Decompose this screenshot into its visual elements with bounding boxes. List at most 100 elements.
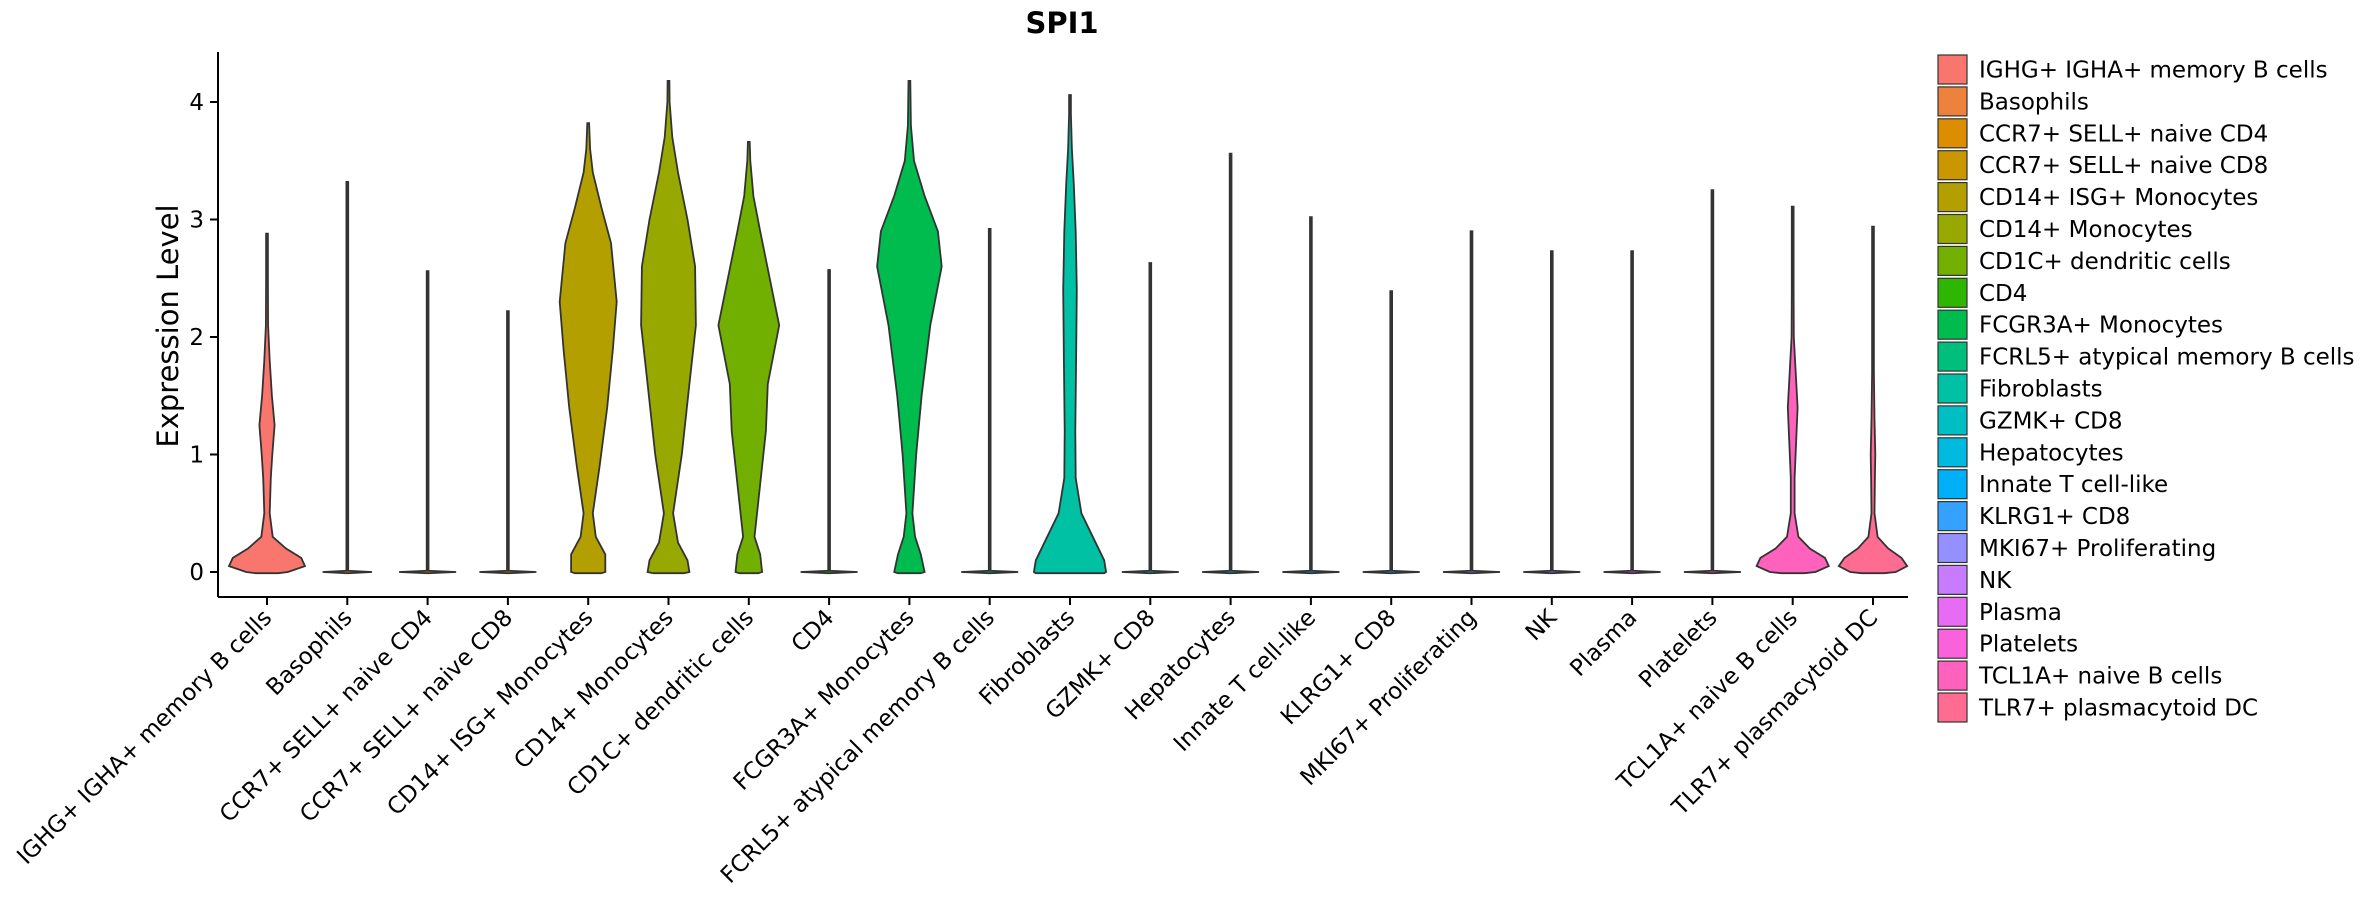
violin-11 — [1032, 94, 1108, 575]
legend-item: FCGR3A+ Monocytes — [1937, 309, 2223, 340]
legend-label: Hepatocytes — [1979, 440, 2124, 466]
legend-swatch — [1937, 437, 1968, 468]
legend-swatch — [1937, 245, 1968, 276]
legend-item: CD14+ Monocytes — [1937, 213, 2193, 245]
legend-label: KLRG1+ CD8 — [1979, 504, 2130, 530]
legend-item: MKI67+ Proliferating — [1937, 532, 2216, 564]
violin-8 — [800, 269, 858, 575]
violin-20 — [1755, 205, 1831, 575]
legend-label: Platelets — [1979, 632, 2078, 658]
x-tick-label: Plasma — [1565, 605, 1642, 682]
legend-label: Innate T cell-like — [1979, 472, 2168, 498]
violin-17 — [1523, 250, 1581, 575]
legend-label: CD1C+ dendritic cells — [1979, 249, 2231, 275]
violin-18 — [1603, 250, 1661, 575]
legend-label: CCR7+ SELL+ naive CD4 — [1979, 121, 2268, 147]
x-tick-label: CD4 — [787, 605, 840, 658]
legend-label: FCRL5+ atypical memory B cells — [1979, 345, 2355, 371]
legend-item: CD4 — [1937, 277, 2027, 308]
legend-swatch — [1937, 692, 1968, 723]
y-tick-label: 2 — [189, 325, 204, 351]
violin-1 — [227, 232, 307, 575]
x-tick-label: IGHG+ IGHA+ memory B cells — [12, 605, 277, 870]
legend-label: GZMK+ CD8 — [1979, 408, 2123, 434]
chart-title: SPI1 — [1025, 6, 1098, 40]
legend-swatch — [1937, 182, 1968, 213]
violin-13 — [1202, 152, 1260, 575]
y-tick-label: 0 — [189, 560, 204, 586]
legend-swatch — [1937, 660, 1968, 691]
legend-label: CD14+ Monocytes — [1979, 217, 2193, 243]
legend-swatch — [1937, 596, 1968, 627]
legend-item: CCR7+ SELL+ naive CD8 — [1937, 150, 2268, 181]
legend-label: CCR7+ SELL+ naive CD8 — [1979, 153, 2268, 179]
legend-item: IGHG+ IGHA+ memory B cells — [1937, 54, 2328, 85]
legend-swatch — [1937, 501, 1968, 532]
legend-swatch — [1937, 341, 1968, 372]
legend-label: CD4 — [1979, 281, 2027, 307]
legend-swatch — [1937, 118, 1968, 149]
violin-7 — [717, 141, 781, 575]
legend-swatch — [1937, 213, 1968, 245]
legend-label: IGHG+ IGHA+ memory B cells — [1979, 58, 2328, 84]
y-tick-label: 1 — [189, 443, 204, 469]
legend-swatch — [1937, 150, 1968, 181]
legend-swatch — [1937, 405, 1968, 436]
legend-item: NK — [1937, 564, 2012, 596]
violin-19 — [1683, 189, 1741, 575]
violin-3 — [399, 270, 457, 575]
legend-swatch — [1937, 373, 1968, 404]
x-tick-label: NK — [1521, 604, 1563, 646]
legend-swatch — [1937, 469, 1968, 500]
legend-item: CCR7+ SELL+ naive CD4 — [1937, 118, 2268, 149]
legend-item: Plasma — [1937, 596, 2062, 627]
legend-swatch — [1937, 532, 1968, 564]
legend-item: Platelets — [1937, 628, 2078, 659]
violin-4 — [479, 310, 537, 575]
legend-swatch — [1937, 86, 1968, 117]
legend-label: MKI67+ Proliferating — [1979, 536, 2216, 562]
violin-14 — [1282, 216, 1340, 575]
legend-item: KLRG1+ CD8 — [1937, 501, 2130, 532]
legend-label: Basophils — [1979, 89, 2089, 115]
y-tick-label: 4 — [189, 90, 204, 116]
legend-item: Basophils — [1937, 86, 2089, 117]
legend-label: CD14+ ISG+ Monocytes — [1979, 185, 2258, 211]
legend-swatch — [1937, 277, 1968, 308]
y-axis-label: Expression Level — [151, 204, 185, 447]
legend-item: CD1C+ dendritic cells — [1937, 245, 2231, 276]
violin-6 — [640, 80, 697, 575]
legend: IGHG+ IGHA+ memory B cells Basophils CCR7+… — [1937, 54, 2355, 723]
legend-item: TCL1A+ naive B cells — [1937, 660, 2222, 691]
violin-21 — [1837, 225, 1909, 575]
legend-swatch — [1937, 628, 1968, 659]
legend-item: GZMK+ CD8 — [1937, 405, 2123, 436]
violin-2 — [322, 181, 373, 575]
legend-label: NK — [1979, 568, 2012, 594]
legend-swatch — [1937, 564, 1968, 596]
violin-9 — [876, 80, 943, 575]
x-tick-label: Innate T cell-like — [1169, 605, 1321, 757]
legend-item: Fibroblasts — [1937, 373, 2103, 404]
legend-label: Fibroblasts — [1979, 377, 2103, 403]
violin-16 — [1442, 230, 1501, 575]
y-tick-label: 3 — [189, 208, 204, 234]
legend-item: Innate T cell-like — [1937, 469, 2168, 500]
legend-label: Plasma — [1979, 600, 2062, 626]
violin-12 — [1121, 262, 1179, 575]
legend-label: TLR7+ plasmacytoid DC — [1978, 696, 2258, 722]
legend-item: CD14+ ISG+ Monocytes — [1937, 182, 2258, 213]
x-tick-label: CD14+ Monocytes — [509, 605, 678, 774]
legend-swatch — [1937, 309, 1968, 340]
legend-label: TCL1A+ naive B cells — [1978, 664, 2222, 690]
violin-10 — [961, 228, 1019, 575]
legend-label: FCGR3A+ Monocytes — [1979, 313, 2223, 339]
violin-5 — [558, 122, 618, 575]
violin-15 — [1362, 290, 1420, 575]
legend-swatch — [1937, 54, 1968, 85]
legend-item: TLR7+ plasmacytoid DC — [1937, 692, 2258, 723]
plot-area — [227, 80, 1909, 575]
legend-item: FCRL5+ atypical memory B cells — [1937, 341, 2355, 372]
